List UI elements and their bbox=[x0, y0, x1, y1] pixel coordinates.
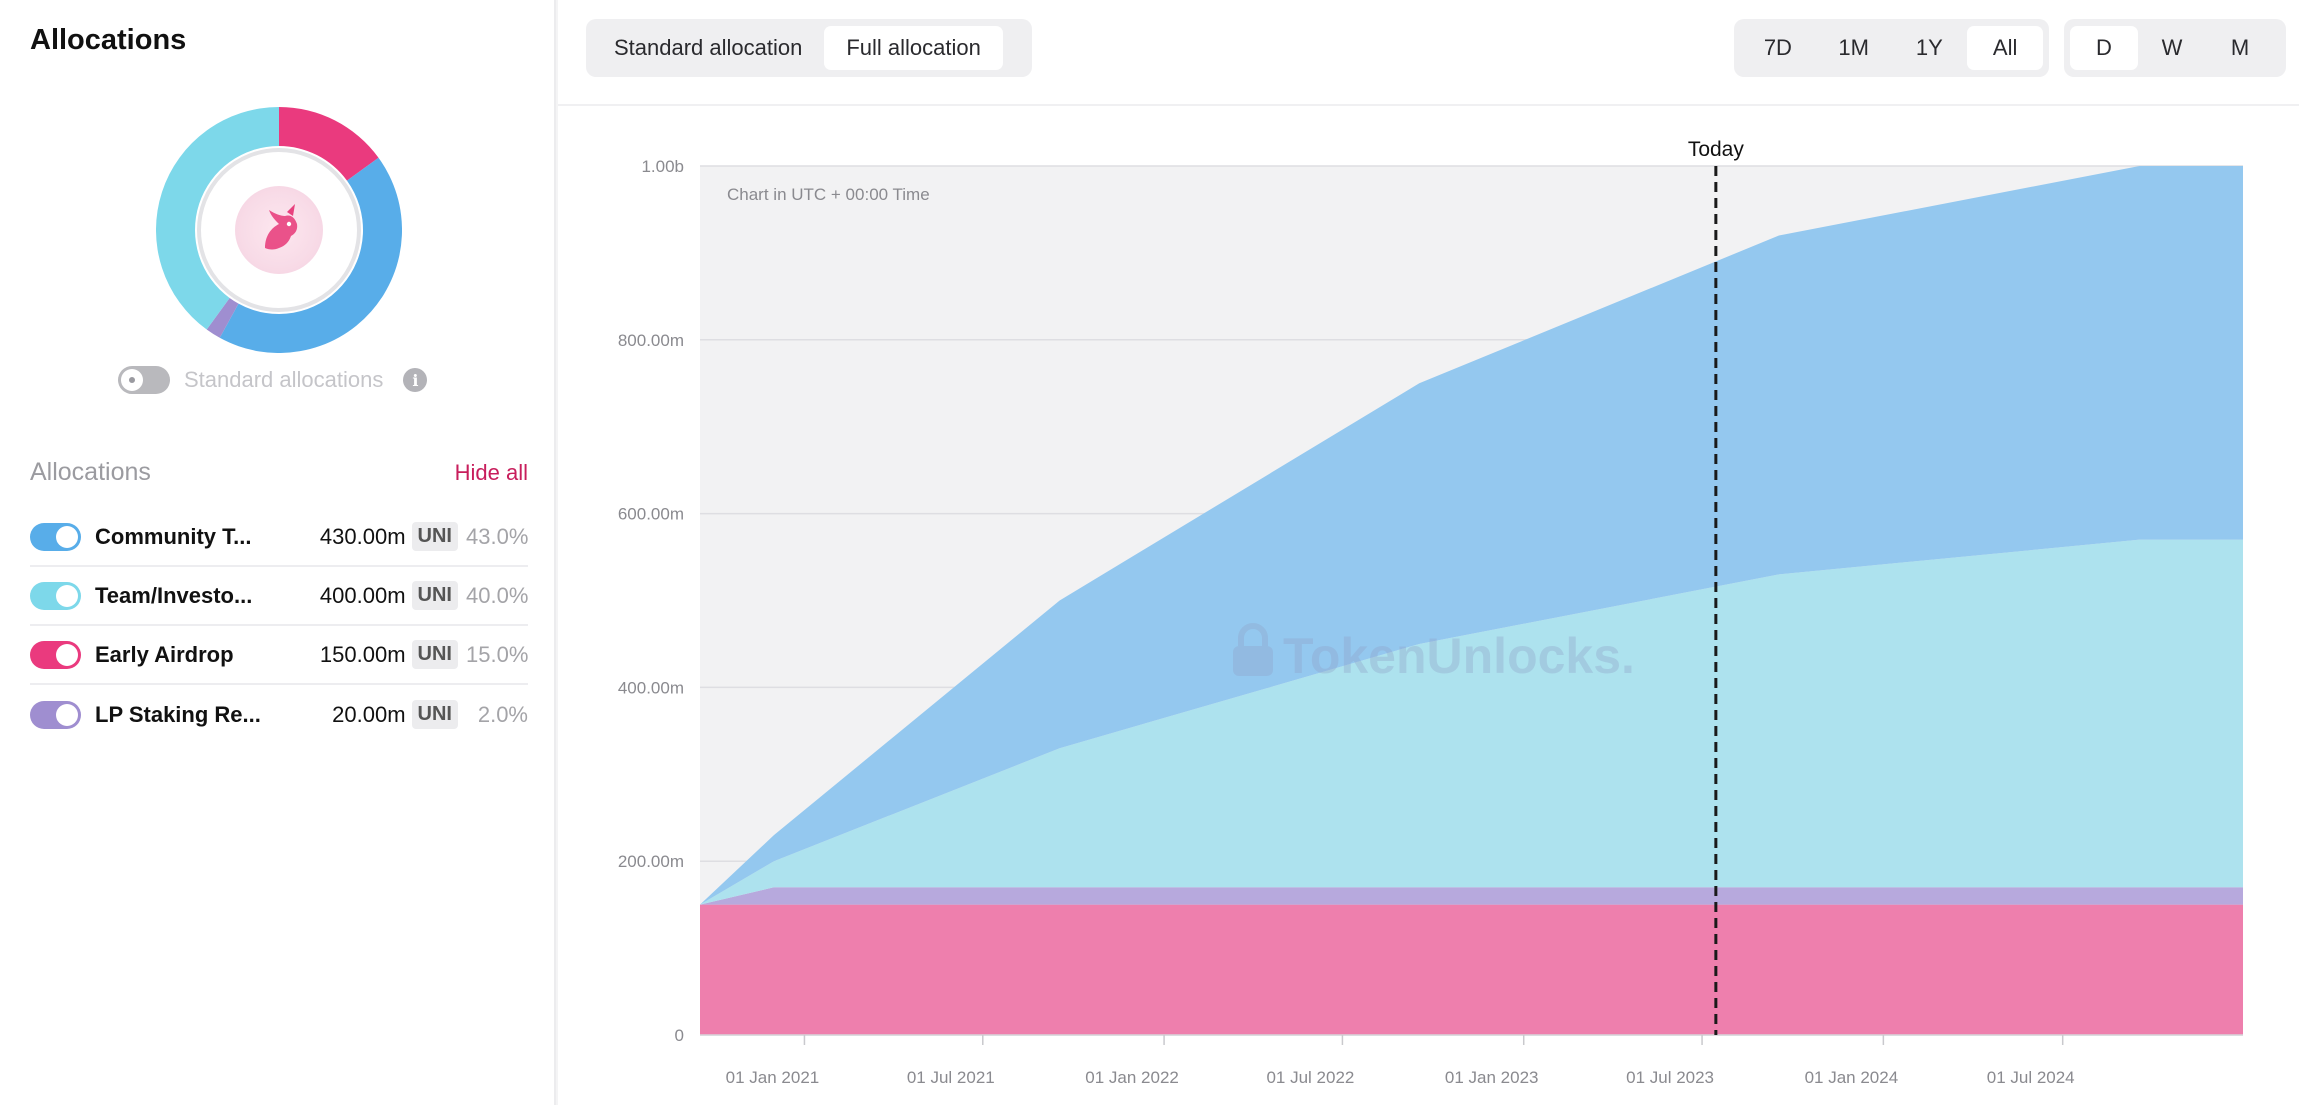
standard-allocations-toggle-row: Standard allocations i bbox=[118, 364, 428, 396]
chart-panel: Standard allocation Full allocation 7D 1M 1… bbox=[558, 0, 2299, 1105]
y-tick-label: 600.00m bbox=[618, 505, 684, 524]
time-range-switch: 7D 1M 1Y All bbox=[1734, 19, 2049, 77]
allocation-toggle[interactable] bbox=[30, 581, 81, 610]
allocation-percent: 43.0% bbox=[466, 523, 529, 549]
x-tick-label: 01 Jul 2024 bbox=[1987, 1068, 2075, 1087]
tab-standard-allocation[interactable]: Standard allocation bbox=[614, 35, 803, 60]
allocation-toggle[interactable] bbox=[30, 522, 81, 551]
allocation-row: Early Airdrop 150.00m UNI 15.0% bbox=[30, 626, 528, 685]
allocation-name: Early Airdrop bbox=[95, 641, 234, 667]
standard-allocations-toggle[interactable] bbox=[118, 366, 170, 394]
allocation-percent: 15.0% bbox=[466, 641, 529, 667]
y-tick-label: 1.00b bbox=[641, 157, 684, 176]
allocation-row: Community T... 430.00m UNI 43.0% bbox=[30, 508, 528, 567]
area-series-3[interactable] bbox=[700, 166, 2243, 905]
donut-slice[interactable] bbox=[279, 107, 379, 181]
token-unit-badge: UNI bbox=[411, 640, 458, 669]
y-tick-label: 200.00m bbox=[618, 852, 684, 871]
donut-slice[interactable] bbox=[156, 107, 279, 330]
range-button-7d[interactable]: 7D bbox=[1763, 35, 1792, 60]
tokenunlocks-watermark: TokenUnlocks. bbox=[1233, 623, 1635, 684]
chart-toolbar: Standard allocation Full allocation 7D 1M 1… bbox=[558, 0, 2299, 106]
uniswap-logo-icon bbox=[235, 186, 323, 274]
token-unit-badge: UNI bbox=[411, 700, 458, 729]
granularity-button-w[interactable]: W bbox=[2161, 35, 2183, 60]
info-icon[interactable]: i bbox=[403, 368, 428, 392]
donut-slice[interactable] bbox=[219, 157, 402, 353]
x-tick-label: 01 Jan 2024 bbox=[1805, 1068, 1899, 1087]
allocation-toggle[interactable] bbox=[30, 700, 81, 729]
area-series-2[interactable] bbox=[700, 539, 2243, 905]
x-tick-label: 01 Jul 2021 bbox=[907, 1068, 995, 1087]
allocation-amount: 20.00m bbox=[332, 701, 406, 727]
panel-title: Allocations bbox=[30, 24, 187, 56]
allocation-amount: 400.00m bbox=[319, 582, 406, 608]
hide-all-button[interactable]: Hide all bbox=[454, 459, 528, 485]
y-tick-label: 800.00m bbox=[618, 331, 684, 350]
x-tick-label: 01 Jan 2021 bbox=[726, 1068, 820, 1087]
x-tick-label: 01 Jul 2022 bbox=[1266, 1068, 1354, 1087]
allocation-toggle[interactable] bbox=[30, 640, 81, 669]
token-unit-badge: UNI bbox=[411, 522, 458, 551]
allocation-percent: 2.0% bbox=[477, 701, 528, 727]
range-button-all[interactable]: All bbox=[1967, 26, 2043, 70]
allocations-list: Community T... 430.00m UNI 43.0% Team/Invest… bbox=[30, 508, 528, 744]
allocation-name: Community T... bbox=[95, 523, 252, 549]
allocation-mode-switch: Standard allocation Full allocation bbox=[586, 19, 1032, 77]
x-tick-label: 01 Jul 2023 bbox=[1626, 1068, 1714, 1087]
allocation-amount: 430.00m bbox=[319, 523, 406, 549]
y-tick-label: 400.00m bbox=[618, 678, 684, 697]
watermark-lock-icon bbox=[1233, 646, 1273, 676]
range-button-1m[interactable]: 1M bbox=[1838, 35, 1869, 60]
area-series-1[interactable] bbox=[700, 887, 2243, 905]
timezone-note: Chart in UTC + 00:00 Time bbox=[727, 185, 930, 204]
allocation-name: Team/Investo... bbox=[95, 582, 253, 608]
granularity-button-m[interactable]: M bbox=[2230, 35, 2250, 60]
allocations-list-header: Allocations Hide all bbox=[30, 458, 528, 487]
today-label: Today bbox=[1688, 138, 1745, 161]
y-tick-label: 0 bbox=[675, 1026, 684, 1045]
allocations-panel: Allocations Standard allocations i Alloc… bbox=[0, 0, 556, 1105]
allocation-row: LP Staking Re... 20.00m UNI 2.0% bbox=[30, 685, 528, 744]
allocation-donut-chart bbox=[156, 107, 402, 353]
tab-full-allocation[interactable]: Full allocation bbox=[824, 26, 1003, 70]
allocation-row: Team/Investo... 400.00m UNI 40.0% bbox=[30, 567, 528, 626]
x-tick-label: 01 Jan 2023 bbox=[1445, 1068, 1539, 1087]
allocation-amount: 150.00m bbox=[319, 641, 406, 667]
allocation-name: LP Staking Re... bbox=[95, 701, 261, 727]
unlock-schedule-chart: 0 200.00m 400.00m 600.00m 800.00m 1.00b 01 Jan… bbox=[558, 108, 2299, 1105]
allocation-percent: 40.0% bbox=[466, 582, 529, 608]
watermark-text: TokenUnlocks. bbox=[1283, 628, 1635, 684]
donut-slice[interactable] bbox=[206, 297, 239, 338]
x-tick-label: 01 Jan 2022 bbox=[1085, 1068, 1179, 1087]
range-button-1y[interactable]: 1Y bbox=[1915, 35, 1943, 60]
token-unit-badge: UNI bbox=[411, 581, 458, 610]
standard-allocations-label: Standard allocations bbox=[184, 367, 384, 392]
allocations-list-title: Allocations bbox=[30, 458, 151, 486]
area-series-0[interactable] bbox=[700, 904, 2243, 1035]
granularity-button-d[interactable]: D bbox=[2070, 26, 2138, 70]
